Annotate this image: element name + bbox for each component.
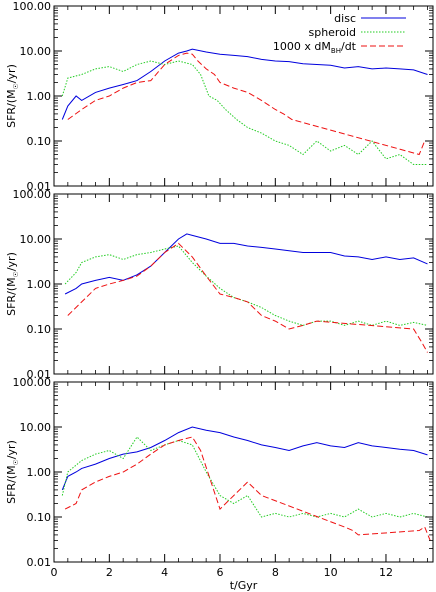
y-tick-label: 100.00 (13, 0, 52, 13)
legend-label-disc: disc (334, 12, 356, 25)
x-tick-label: 8 (272, 566, 279, 579)
series-bh-line (64, 436, 431, 541)
x-tick-label: 10 (324, 566, 338, 579)
y-axis-title: SFR/(M☉/yr) (5, 252, 20, 316)
y-tick-label: 0.10 (27, 323, 52, 336)
y-tick-label: 1.00 (27, 466, 52, 479)
y-tick-label: 100.00 (13, 188, 52, 201)
x-tick-label: 6 (216, 566, 223, 579)
y-tick-label: 1.00 (27, 90, 52, 103)
series-disc-line (61, 426, 428, 491)
y-tick-label: 1.00 (27, 278, 52, 291)
series-spheroid-line (64, 245, 428, 326)
series-disc-line (64, 233, 428, 295)
y-axis-title-subscript: ☉ (12, 83, 20, 89)
y-tick-label: 10.00 (20, 233, 52, 246)
y-axis-title-subscript: ☉ (12, 271, 20, 277)
x-tick-label: 2 (106, 566, 113, 579)
y-axis-title-part: /yr) (5, 440, 18, 459)
y-axis-title-subscript: ☉ (12, 459, 20, 465)
legend-label-spheroid: spheroid (308, 26, 356, 39)
y-axis-title-part: /yr) (5, 252, 18, 271)
y-tick-label: 0.10 (27, 511, 52, 524)
x-tick-label: 4 (161, 566, 168, 579)
series-bh-line (67, 52, 431, 156)
series-spheroid-line (61, 60, 428, 165)
y-axis-title: SFR/(M☉/yr) (5, 440, 20, 504)
y-axis-title-part: /yr) (5, 64, 18, 83)
series-bh-line (67, 242, 428, 353)
y-tick-label: 10.00 (20, 45, 52, 58)
series-spheroid-line (61, 436, 428, 518)
plot-frame (53, 5, 434, 187)
legend-label-part: 1000 x dM (273, 40, 331, 53)
y-tick-label: 0.01 (27, 368, 52, 381)
y-tick-label: 0.10 (27, 135, 52, 148)
x-axis-title: t/Gyr (230, 579, 258, 592)
y-tick-label: 0.01 (27, 180, 52, 193)
y-axis-title-part: SFR/(M (5, 89, 18, 127)
panel-3: 0.01 0.10 1.00 10.00 100.00 SFR/(M☉/yr) 0 2 4 6 8 1… (5, 376, 434, 592)
y-tick-label: 10.00 (20, 421, 52, 434)
series-disc-line (61, 48, 428, 120)
y-tick-label: 0.01 (27, 556, 52, 569)
panel-2: 0.01 0.10 1.00 10.00 100.00 SFR/(M☉/yr) (5, 188, 434, 381)
x-tick-label: 12 (379, 566, 393, 579)
legend-label-subscript: BH (331, 47, 341, 55)
panel-1: 0.01 0.10 1.00 10.00 100.00 SFR/(M☉/yr) discsp… (5, 0, 434, 193)
y-axis-title: SFR/(M☉/yr) (5, 64, 20, 128)
y-axis-title-part: SFR/(M (5, 277, 18, 315)
y-tick-label: 100.00 (13, 376, 52, 389)
plot-frame (53, 381, 434, 563)
legend-label-bh: 1000 x dMBH/dt (273, 40, 357, 55)
legend-label-part: /dt (341, 40, 357, 53)
x-tick-label: 0 (51, 566, 58, 579)
y-axis-title-part: SFR/(M (5, 465, 18, 503)
